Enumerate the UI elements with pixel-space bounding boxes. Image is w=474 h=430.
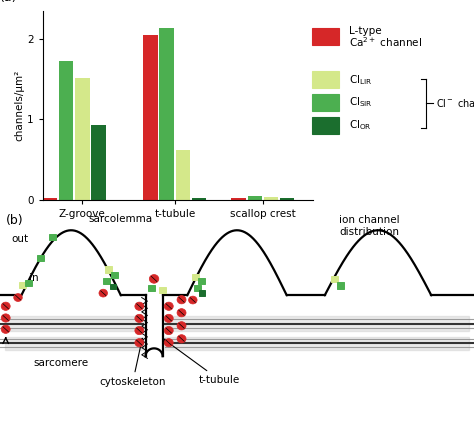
Bar (331, 276, 338, 282)
Text: Ca$^{2+}$ channel: Ca$^{2+}$ channel (349, 35, 422, 49)
Circle shape (189, 296, 197, 304)
Bar (194, 285, 201, 291)
Bar (312, 94, 339, 111)
Circle shape (177, 335, 186, 343)
Bar (191, 274, 199, 280)
Circle shape (164, 338, 173, 347)
Circle shape (177, 295, 186, 304)
Text: t-tubule: t-tubule (164, 339, 240, 385)
Bar (199, 290, 205, 296)
Circle shape (1, 302, 10, 310)
Circle shape (164, 302, 173, 310)
Circle shape (164, 314, 173, 322)
Text: out: out (12, 234, 29, 244)
Circle shape (177, 322, 186, 330)
Bar (231, 197, 246, 200)
Circle shape (1, 325, 10, 333)
Bar (312, 71, 339, 88)
Bar (337, 283, 344, 289)
Bar (312, 28, 339, 45)
Circle shape (135, 338, 144, 347)
Text: in: in (29, 273, 39, 283)
Circle shape (1, 314, 10, 322)
Bar (109, 284, 116, 289)
Bar (159, 287, 166, 293)
Bar (25, 280, 32, 286)
Circle shape (164, 326, 173, 335)
Circle shape (135, 314, 144, 322)
Text: ion channel
distribution: ion channel distribution (339, 215, 400, 237)
Bar (280, 198, 294, 200)
Bar (43, 198, 57, 200)
Bar (5, 337, 143, 350)
Bar (49, 234, 56, 240)
Circle shape (177, 309, 186, 317)
Bar (143, 35, 158, 200)
Bar (264, 197, 278, 200)
Bar (198, 278, 205, 284)
Bar (312, 117, 339, 134)
Bar (165, 316, 469, 331)
Bar (37, 255, 44, 261)
Text: L-type: L-type (349, 26, 382, 36)
Circle shape (14, 294, 22, 301)
Bar (159, 28, 174, 200)
Bar (19, 282, 26, 289)
Bar (192, 198, 206, 200)
Circle shape (99, 289, 108, 297)
Circle shape (149, 274, 159, 283)
Bar (111, 272, 118, 278)
Bar (5, 316, 143, 331)
Bar (247, 196, 262, 200)
Text: sarcomere: sarcomere (33, 358, 88, 368)
Text: Cl$^-$ channels: Cl$^-$ channels (437, 98, 474, 110)
Bar (176, 150, 190, 200)
Circle shape (135, 302, 144, 310)
Bar (165, 337, 469, 350)
Y-axis label: channels/μm²: channels/μm² (14, 70, 24, 141)
Text: Cl$_\mathrm{LIR}$: Cl$_\mathrm{LIR}$ (349, 73, 373, 87)
Bar (91, 125, 106, 200)
Bar (59, 61, 73, 200)
Circle shape (135, 326, 144, 335)
Text: Cl$_\mathrm{OR}$: Cl$_\mathrm{OR}$ (349, 118, 372, 132)
Text: (b): (b) (6, 214, 23, 227)
Bar (148, 285, 155, 291)
Text: (a): (a) (0, 0, 17, 4)
Bar (75, 77, 90, 200)
Bar (103, 278, 110, 284)
Bar (105, 266, 112, 273)
Text: cytoskeleton: cytoskeleton (100, 338, 166, 387)
Text: Cl$_\mathrm{SIR}$: Cl$_\mathrm{SIR}$ (349, 95, 373, 109)
Text: sarcolemma: sarcolemma (89, 215, 153, 224)
